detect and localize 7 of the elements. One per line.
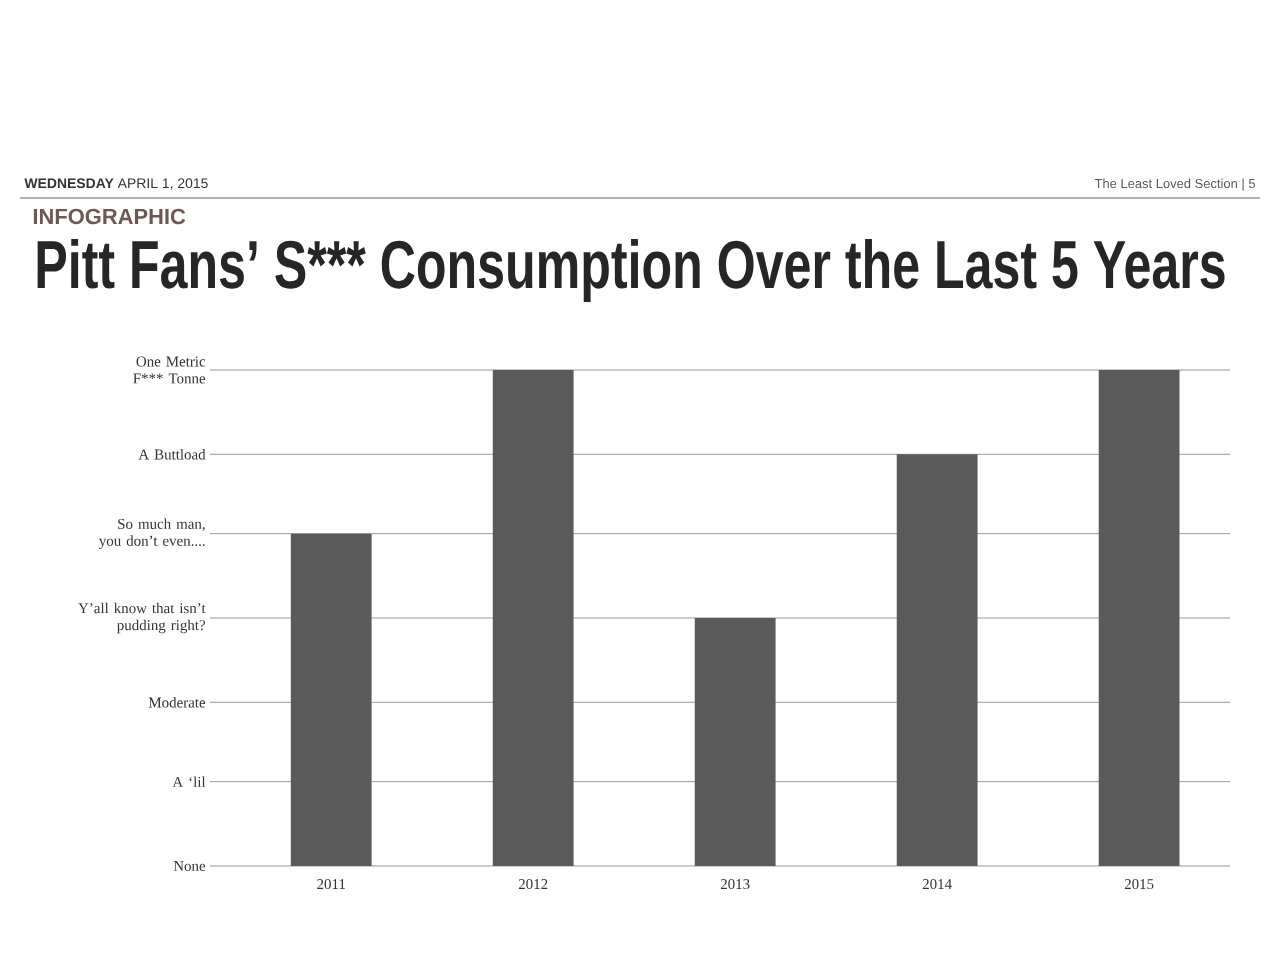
chart-title: Pitt Fans’ S*** Consumption Over the Last 5 Years [37,238,1225,303]
bar [1098,369,1180,866]
bar [492,369,574,866]
bar [290,533,372,866]
chart-subtitle: INFOGRAPHIC [33,208,186,225]
bar [896,454,978,866]
bar [694,617,776,866]
